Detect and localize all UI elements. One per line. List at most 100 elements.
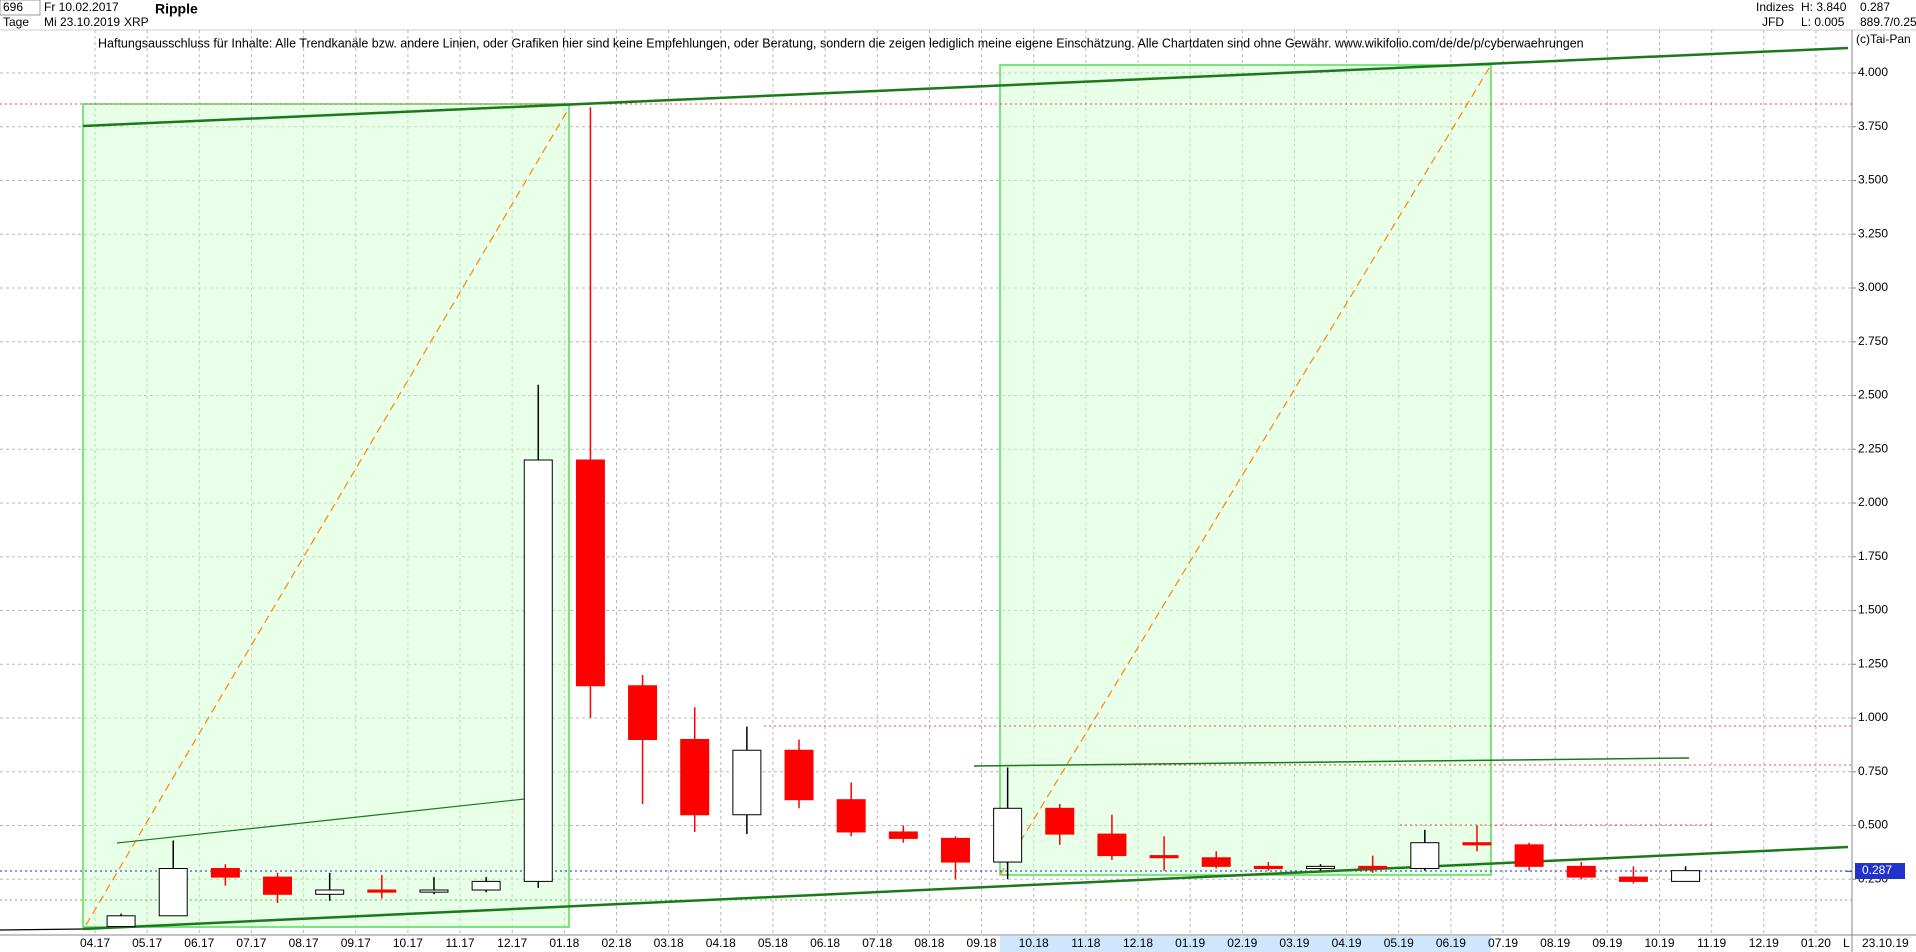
x-tick-label: 07.17 [236, 936, 266, 950]
candle-body [263, 876, 293, 895]
x-tick-label: 07.19 [1488, 936, 1518, 950]
candle-body [523, 459, 553, 882]
candle-body [1149, 855, 1179, 859]
y-tick-label: 0.500 [1858, 818, 1888, 832]
x-tick-label: 09.19 [1592, 936, 1622, 950]
symbol: XRP [124, 15, 149, 29]
x-tick-label: 01.18 [549, 936, 579, 950]
x-tick-label: 06.17 [184, 936, 214, 950]
y-tick-label: 1.500 [1858, 603, 1888, 617]
y-tick-label: 0.750 [1858, 764, 1888, 778]
candle-body [628, 685, 658, 740]
candle-body [993, 807, 1023, 863]
x-tick-label: 09.17 [341, 936, 371, 950]
candle-body [1671, 870, 1701, 882]
x-tick-label: 04.17 [80, 936, 110, 950]
trend-line [973, 757, 1690, 767]
x-tick-label: 05.18 [758, 936, 788, 950]
candle-body [1618, 876, 1648, 882]
x-tick-label: 12.18 [1123, 936, 1153, 950]
end-date: 23.10.19 [1862, 936, 1909, 950]
candle-body [888, 831, 918, 839]
fib-line [85, 107, 570, 926]
broker: JFD [1762, 15, 1784, 29]
trend-line [82, 46, 1849, 128]
candle-body [575, 459, 605, 687]
x-tick-label: 04.18 [706, 936, 736, 950]
y-tick-label: 2.250 [1858, 441, 1888, 455]
candle-body [1201, 857, 1231, 867]
axis-highlight [1000, 936, 1491, 952]
candle-body [836, 799, 866, 833]
x-tick-label: 11.19 [1697, 936, 1726, 950]
high: H: 3.840 [1801, 0, 1847, 14]
candle-body [1358, 865, 1388, 869]
x-tick-label: 08.18 [914, 936, 944, 950]
y-tick-label: 2.750 [1858, 334, 1888, 348]
candle-body [106, 915, 136, 928]
x-tick-label: 11.18 [1071, 936, 1100, 950]
candle-body [315, 889, 345, 895]
x-tick-label: 01.20 [1801, 936, 1831, 950]
x-tick-label: 06.19 [1436, 936, 1466, 950]
x-tick-label: 09.18 [967, 936, 997, 950]
x-tick-label: 08.19 [1540, 936, 1570, 950]
scale-mode: L [1843, 936, 1850, 950]
trend-line [82, 845, 1849, 931]
candle-body [1462, 842, 1492, 846]
x-tick-label: 10.17 [393, 936, 423, 950]
candle-body [680, 739, 710, 816]
to-date: Mi 23.10.2019 [44, 15, 120, 29]
x-tick-label: 10.19 [1644, 936, 1674, 950]
market: Indizes [1756, 0, 1794, 14]
last-price-box [1855, 863, 1905, 879]
y-tick-label: 1.000 [1858, 710, 1888, 724]
candle-body [1253, 865, 1283, 869]
x-tick-label: 06.18 [810, 936, 840, 950]
candle-body [732, 749, 762, 816]
y-tick-label: 3.500 [1858, 173, 1888, 187]
y-tick-label: 1.750 [1858, 549, 1888, 563]
y-tick-label: 2.000 [1858, 495, 1888, 509]
x-tick-label: 12.17 [497, 936, 527, 950]
channel-box [82, 103, 570, 928]
count-box[interactable] [0, 0, 41, 16]
fib-line [999, 64, 1492, 876]
candle-body [1045, 807, 1075, 835]
candle-body [419, 889, 449, 893]
candle-body [367, 889, 397, 893]
x-tick-label: 12.19 [1749, 936, 1779, 950]
candle-body [1566, 865, 1596, 878]
x-tick-label: 01.19 [1175, 936, 1205, 950]
candle-body [1306, 865, 1336, 869]
trend-line [116, 797, 535, 844]
count: 696 [3, 0, 23, 14]
candle-body [158, 868, 188, 917]
x-tick-label: 02.19 [1227, 936, 1257, 950]
x-tick-label: 04.19 [1332, 936, 1362, 950]
x-tick-label: 03.19 [1279, 936, 1309, 950]
low: L: 0.005 [1801, 15, 1845, 29]
from-date: Fr 10.02.2017 [44, 0, 119, 14]
x-tick-label: 05.17 [132, 936, 162, 950]
candle-body [1097, 833, 1127, 857]
period[interactable]: Tage [3, 15, 29, 29]
candle-body [940, 837, 970, 863]
x-tick-label: 02.18 [601, 936, 631, 950]
price-line [0, 928, 84, 931]
x-tick-label: 08.17 [289, 936, 319, 950]
instrument-name: Ripple [155, 1, 198, 17]
candle-body [1410, 842, 1440, 870]
y-tick-label: 1.250 [1858, 656, 1888, 670]
candle-body [210, 868, 240, 878]
y-tick-label: 3.000 [1858, 280, 1888, 294]
last-price-label: 0.287 [1862, 863, 1892, 877]
candle-body [1514, 844, 1544, 867]
y-tick-label: 4.000 [1858, 65, 1888, 79]
y-tick-label: 2.500 [1858, 388, 1888, 402]
copyright: (c)Tai-Pan [1856, 32, 1911, 46]
y-tick-label: 3.250 [1858, 226, 1888, 240]
x-tick-label: 11.17 [445, 936, 474, 950]
